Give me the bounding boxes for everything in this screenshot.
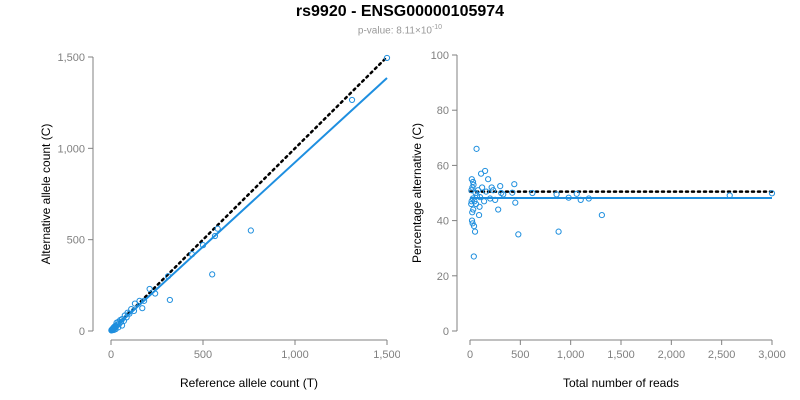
chart-subtitle: p-value: 8.11×10-10	[0, 24, 800, 36]
y-tick-label: 60	[437, 160, 449, 172]
x-tick-label: 500	[511, 349, 529, 361]
y-tick-label: 40	[437, 216, 449, 228]
data-point	[115, 324, 122, 331]
x-tick-label: 500	[194, 349, 212, 361]
data-point	[498, 189, 505, 197]
y-tick-label: 80	[437, 105, 449, 117]
x-tick-label: 0	[467, 349, 473, 361]
data-point	[768, 190, 776, 197]
x-tick-label: 1,000	[281, 349, 309, 361]
data-point	[512, 199, 519, 206]
data-point	[573, 190, 580, 197]
data-point	[470, 206, 477, 213]
data-point	[118, 322, 126, 329]
data-point	[247, 227, 254, 234]
data-point	[565, 194, 572, 201]
data-point	[472, 189, 479, 197]
data-point	[469, 209, 476, 216]
data-point	[585, 195, 592, 202]
x-tick-label: 1,500	[373, 349, 400, 361]
data-point	[477, 170, 485, 177]
y-axis-title: Percentage alternative (C)	[410, 123, 424, 263]
data-point	[110, 326, 117, 334]
data-point	[482, 167, 489, 175]
chart-title: rs9920 - ENSG00000105974	[295, 3, 505, 20]
x-tick-label: 3,000	[758, 349, 786, 361]
data-point	[478, 184, 486, 191]
data-point	[348, 96, 356, 104]
data-point	[214, 225, 221, 232]
y-tick-label: 0	[443, 326, 449, 338]
data-point	[487, 195, 494, 202]
data-point	[164, 273, 172, 280]
data-point	[468, 198, 475, 205]
data-point	[141, 297, 148, 304]
x-tick-label: 2,500	[708, 349, 736, 361]
data-point	[139, 305, 146, 312]
data-point	[577, 196, 584, 203]
data-point	[468, 176, 475, 183]
data-point	[511, 181, 518, 188]
data-point	[136, 297, 143, 304]
data-point	[497, 183, 504, 190]
data-point	[469, 184, 476, 191]
data-point	[470, 253, 477, 260]
data-point	[383, 54, 391, 62]
data-point	[108, 327, 115, 334]
x-axis-title: Reference allele count (T)	[180, 376, 318, 390]
data-point	[475, 211, 483, 219]
data-point	[468, 217, 476, 224]
reference-line	[109, 55, 389, 333]
data-point	[509, 189, 516, 196]
p-value-exponent: -10	[431, 24, 443, 31]
data-point	[485, 176, 492, 183]
data-point	[726, 192, 733, 199]
data-point	[529, 189, 536, 197]
x-axis-title: Total number of reads	[563, 376, 679, 390]
data-point	[553, 191, 560, 198]
data-point	[480, 198, 488, 205]
percentage-alternative-scatter: 0 500 1,000 1,500 2,000 2,500 3,000 0 20 40 60 80 10…	[410, 50, 786, 390]
data-point	[188, 251, 196, 258]
data-point	[473, 145, 480, 152]
y-tick-label: 1,000	[57, 143, 85, 155]
y-tick-label: 100	[431, 50, 449, 62]
data-point	[515, 231, 522, 238]
data-point	[468, 187, 475, 194]
data-point	[209, 271, 216, 278]
data-point	[211, 232, 219, 240]
data-point	[476, 203, 483, 210]
x-tick-label: 0	[108, 349, 114, 361]
y-tick-label: 20	[437, 271, 449, 283]
data-point	[488, 184, 495, 191]
data-point	[483, 188, 490, 195]
data-point	[146, 285, 153, 293]
data-point	[131, 300, 139, 307]
data-point	[476, 194, 484, 201]
data-point	[152, 290, 159, 297]
data-point	[555, 228, 562, 235]
y-tick-label: 1,500	[57, 52, 85, 64]
y-tick-label: 0	[79, 326, 85, 338]
data-point	[495, 206, 502, 213]
data-point	[469, 220, 476, 227]
data-point	[471, 228, 479, 235]
x-tick-label: 1,500	[607, 349, 635, 361]
data-point	[598, 211, 605, 219]
allele-count-scatter: 0 500 1,000 1,500 0 500 1,000 1,500 Reference al…	[39, 52, 400, 390]
data-point	[470, 181, 477, 188]
data-point	[199, 242, 207, 249]
x-tick-label: 1,000	[557, 349, 585, 361]
y-axis-title: Alternative allele count (C)	[39, 124, 53, 265]
y-tick-label: 500	[67, 235, 85, 247]
data-point	[468, 200, 475, 208]
p-value-text: p-value: 8.11×10	[357, 25, 432, 37]
x-tick-label: 2,000	[658, 349, 686, 361]
data-point	[166, 296, 173, 304]
fit-line	[110, 77, 388, 332]
